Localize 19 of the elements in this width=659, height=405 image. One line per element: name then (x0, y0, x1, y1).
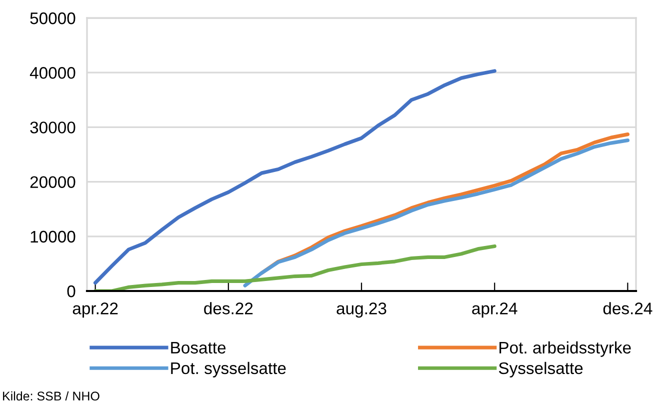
x-tick-label: des.22 (204, 302, 253, 314)
y-tick-label: 0 (67, 285, 76, 298)
line-series (94, 244, 496, 291)
y-tick-label: 30000 (30, 122, 76, 134)
y-tick-label: 50000 (30, 12, 76, 24)
line-series (94, 69, 496, 285)
y-tick-label: 20000 (30, 176, 76, 188)
legend-label: Pot. arbeidsstyrke (500, 341, 631, 357)
text: Kilde: SSB / NHO (3, 391, 100, 401)
x-tick-label: apr.22 (72, 302, 118, 318)
x-tick-label: apr.24 (472, 302, 518, 318)
x-tick-label: des.24 (603, 302, 652, 314)
legend-label: Pot. sysselsatte (171, 362, 286, 378)
legend-label: Sysselsatte (498, 362, 583, 378)
y-tick-label: 10000 (30, 230, 76, 243)
legend-label: Bosatte (171, 342, 226, 354)
line-series (243, 138, 630, 288)
y-tick-label: 40000 (30, 67, 76, 79)
x-tick-label: aug.23 (336, 302, 386, 318)
